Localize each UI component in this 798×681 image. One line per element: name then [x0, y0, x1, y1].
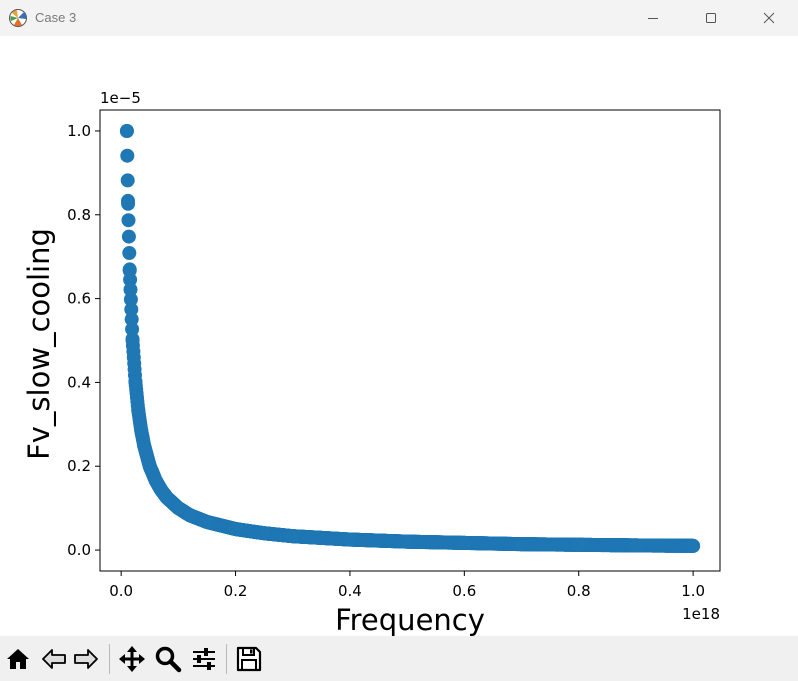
y-tick-label: 0.4 — [67, 373, 91, 391]
scatter-point — [628, 538, 643, 553]
scatter-point — [457, 535, 472, 550]
scatter-point — [171, 501, 186, 516]
y-tick-label: 0.6 — [67, 290, 91, 308]
x-tick-label: 0.2 — [224, 582, 248, 600]
scatter-point — [257, 526, 272, 541]
figure-canvas[interactable]: 0.0 0.2 0.4 0.6 0.8 1.0 0.0 0.2 0.4 0.6 0.8 1.0 Fr… — [0, 36, 798, 637]
x-tick-label: 1.0 — [681, 582, 705, 600]
scatter-point — [182, 508, 197, 523]
y-axis-label: Fv_slow_cooling — [22, 228, 56, 460]
floppy-disk-icon — [236, 646, 262, 672]
navigation-toolbar — [0, 636, 798, 681]
scatter-point — [134, 423, 149, 438]
zoom-button[interactable] — [153, 644, 183, 674]
scatter-point — [571, 537, 586, 552]
scatter-point — [159, 490, 174, 505]
maximize-icon — [706, 13, 716, 23]
y-tick-label: 1.0 — [67, 122, 91, 140]
window-title: Case 3 — [35, 10, 77, 25]
scatter-point — [124, 312, 139, 327]
scatter-point — [123, 292, 138, 307]
forward-button[interactable] — [71, 644, 101, 674]
x-offset-text: 1e18 — [682, 605, 720, 623]
close-button[interactable] — [740, 0, 798, 36]
arrow-left-icon — [42, 649, 66, 669]
minimize-button[interactable] — [624, 0, 682, 36]
scatter-point — [121, 193, 135, 208]
scatter-point — [124, 302, 139, 317]
home-icon — [7, 649, 29, 669]
scatter-point — [120, 148, 135, 163]
back-button[interactable] — [39, 644, 69, 674]
close-icon — [763, 12, 775, 24]
scatter-point — [228, 522, 243, 537]
x-axis-ticks: 0.0 0.2 0.4 0.6 0.8 1.0 — [109, 571, 705, 600]
plot-area-frame — [99, 109, 721, 572]
move-icon — [119, 646, 145, 672]
matplotlib-logo-icon — [9, 9, 27, 27]
x-axis-label: Frequency — [335, 603, 485, 636]
x-tick-label: 0.6 — [452, 582, 476, 600]
scatter-point — [123, 282, 138, 297]
scatter-point — [200, 515, 214, 529]
scatter-point — [122, 246, 137, 260]
minimize-icon — [648, 18, 658, 19]
scatter-chart[interactable]: 0.0 0.2 0.4 0.6 0.8 1.0 0.0 0.2 0.4 0.6 0.8 1.0 Fr… — [0, 36, 798, 637]
save-button[interactable] — [234, 644, 264, 674]
x-tick-label: 0.4 — [338, 582, 362, 600]
magnifier-icon — [155, 646, 182, 673]
toolbar-separator — [226, 644, 227, 674]
scatter-point — [400, 534, 415, 549]
toolbar-separator — [109, 644, 110, 674]
x-tick-label: 0.0 — [109, 582, 133, 600]
scatter-point — [128, 375, 143, 390]
scatter-point — [121, 229, 136, 244]
maximize-button[interactable] — [682, 0, 740, 36]
arrow-right-icon — [74, 649, 98, 669]
scatter-points — [119, 124, 701, 553]
pan-button[interactable] — [117, 644, 147, 674]
scatter-point — [285, 529, 300, 544]
scatter-point — [686, 538, 701, 553]
scatter-point — [125, 333, 140, 348]
sliders-icon — [193, 648, 215, 670]
scatter-point — [131, 403, 146, 418]
y-tick-label: 0.2 — [67, 457, 91, 475]
scatter-point — [121, 213, 136, 228]
configure-subplots-button[interactable] — [189, 644, 219, 674]
scatter-point — [122, 263, 137, 278]
scatter-point — [137, 438, 151, 453]
scatter-point — [514, 537, 529, 552]
scatter-point — [342, 532, 357, 547]
scatter-point — [142, 459, 157, 474]
scatter-point — [120, 173, 135, 188]
y-axis-ticks: 0.0 0.2 0.4 0.6 0.8 1.0 — [67, 122, 100, 559]
scatter-point — [125, 322, 140, 337]
y-offset-text: 1e−5 — [100, 89, 141, 107]
y-tick-label: 0.0 — [67, 541, 91, 559]
scatter-point — [119, 124, 134, 138]
title-bar: Case 3 — [0, 0, 798, 36]
y-tick-label: 0.8 — [67, 206, 91, 224]
x-tick-label: 0.8 — [567, 582, 591, 600]
home-button[interactable] — [3, 644, 33, 674]
